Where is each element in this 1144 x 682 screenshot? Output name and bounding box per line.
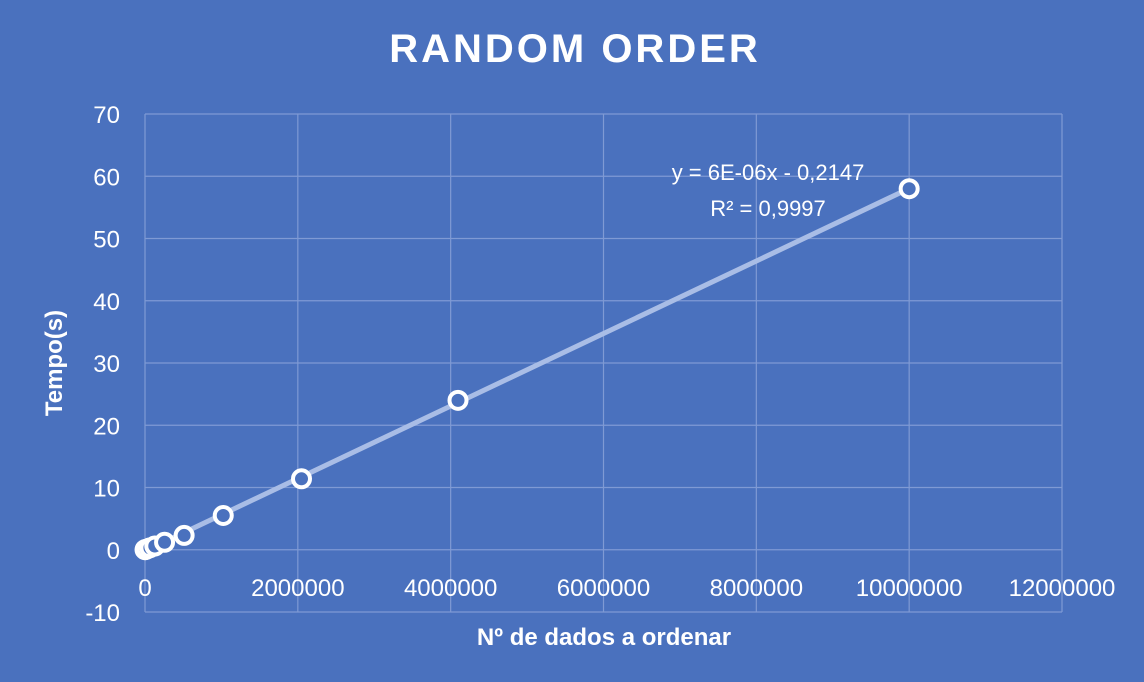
- trendline-r-squared: R² = 0,9997: [710, 196, 826, 221]
- data-point: [447, 389, 469, 411]
- y-tick-label: 40: [93, 289, 120, 316]
- data-point: [291, 468, 313, 490]
- trendline-equation: y = 6E-06x - 0,2147: [672, 160, 865, 185]
- y-tick-label: 0: [107, 538, 120, 565]
- x-axis-title: Nº de dados a ordenar: [477, 624, 731, 651]
- y-tick-labels: -10 0 10 20 30 40 50 60 70: [85, 102, 120, 627]
- data-point: [212, 505, 234, 527]
- gridlines: [144, 113, 1063, 613]
- data-point: [154, 531, 176, 553]
- y-axis-title: Tempo(s): [41, 310, 68, 416]
- y-tick-label: 20: [93, 413, 120, 440]
- y-tick-label: 50: [93, 227, 120, 254]
- y-tick-label: 10: [93, 476, 120, 503]
- data-points: [134, 178, 920, 561]
- x-tick-label: 10000000: [856, 575, 963, 602]
- data-point: [173, 524, 195, 546]
- x-tick-label: 8000000: [710, 575, 803, 602]
- trendline: [142, 185, 912, 554]
- trendline-group: [142, 185, 912, 554]
- data-point: [898, 178, 920, 200]
- x-tick-label: 2000000: [251, 575, 344, 602]
- y-tick-label: 60: [93, 164, 120, 191]
- x-tick-label: 4000000: [404, 575, 497, 602]
- x-tick-label: 0: [138, 575, 151, 602]
- y-tick-label: -10: [85, 600, 120, 627]
- x-tick-labels: 0 2000000 4000000 6000000 8000000 10000000 120…: [138, 575, 1115, 602]
- x-tick-label: 12000000: [1009, 575, 1116, 602]
- x-tick-label: 6000000: [557, 575, 650, 602]
- y-tick-label: 70: [93, 102, 120, 129]
- chart-title: RANDOM ORDER: [389, 27, 761, 71]
- y-tick-label: 30: [93, 351, 120, 378]
